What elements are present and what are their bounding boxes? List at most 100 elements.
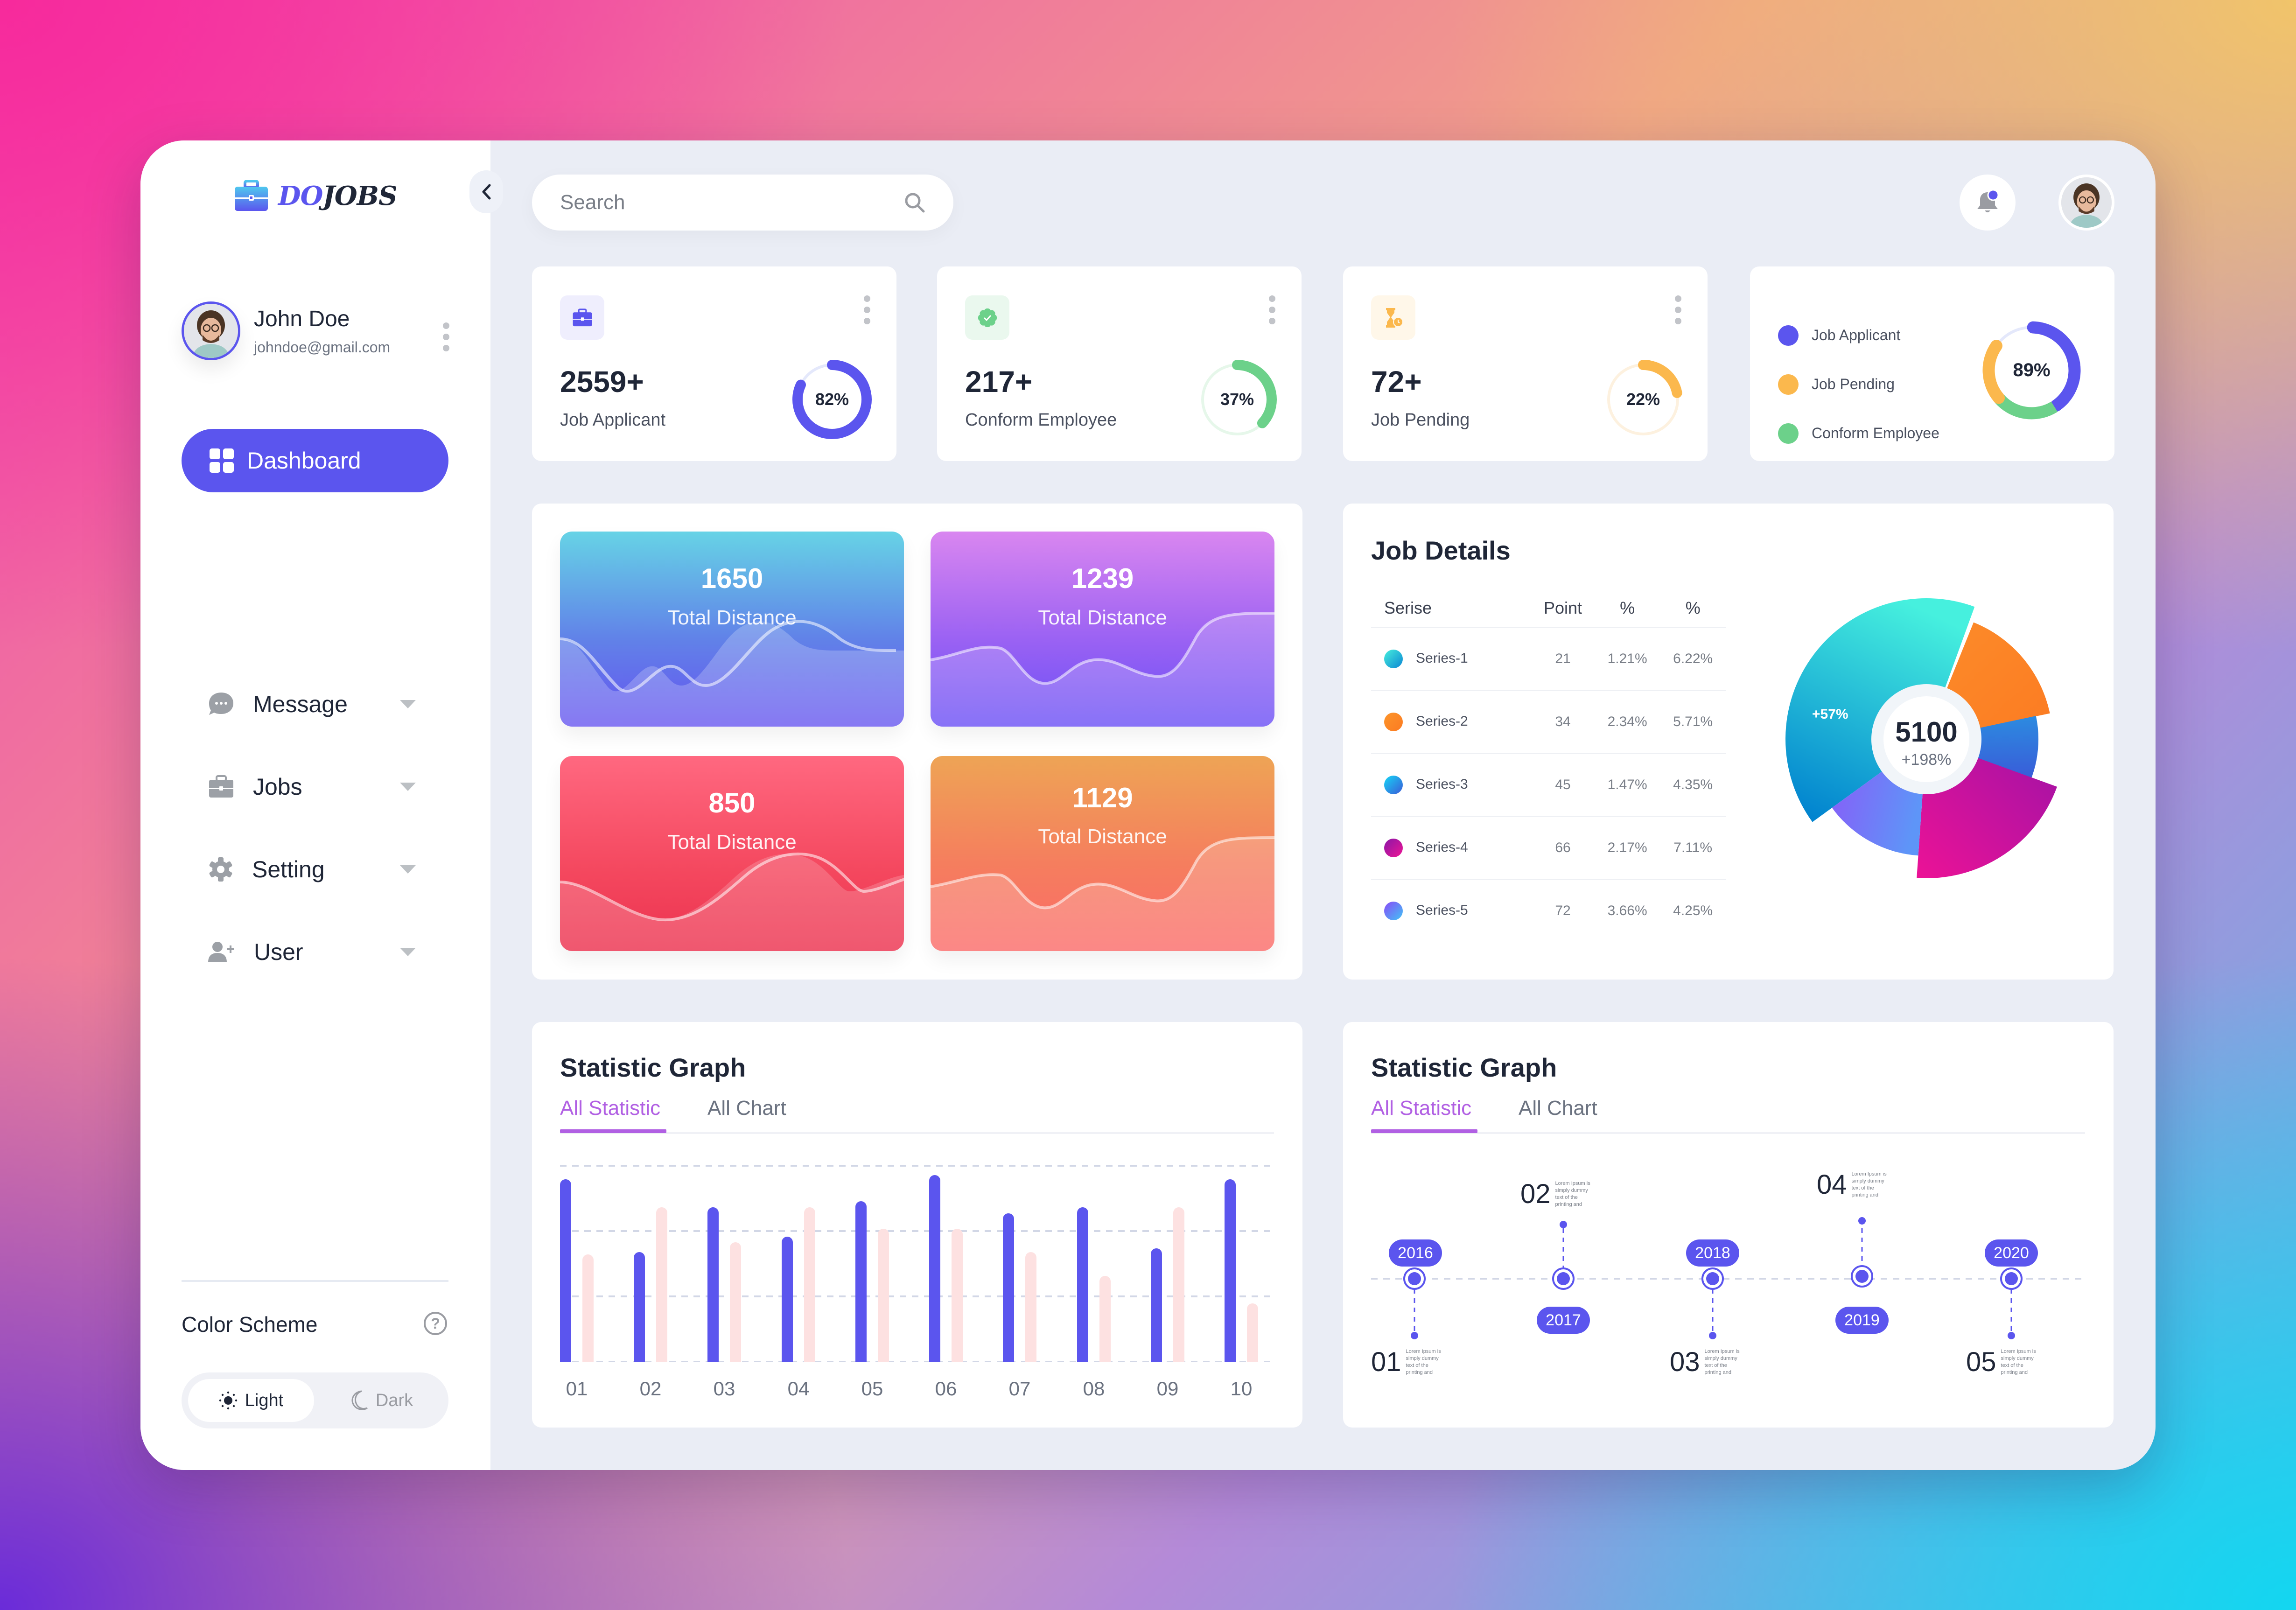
chevron-left-icon [482, 184, 491, 200]
sidebar-item-user[interactable]: User [208, 931, 432, 973]
profile-name: John Doe [254, 307, 350, 331]
table-row[interactable]: Series-2 34 2.34% 5.71% [1371, 690, 1726, 754]
stat-value: 2559+ [560, 365, 644, 399]
chevron-down-icon [400, 783, 416, 791]
year-badge[interactable]: 2016 [1389, 1239, 1442, 1267]
year-badge[interactable]: 2019 [1835, 1307, 1889, 1334]
profile-email: johndoe@gmail.com [254, 339, 391, 356]
distance-card[interactable]: 1129 Total Distance [931, 756, 1274, 951]
sun-icon [219, 1391, 237, 1410]
question-icon[interactable]: ? [424, 1312, 447, 1335]
column-header[interactable]: Serise [1371, 590, 1532, 628]
collapse-sidebar-button[interactable] [469, 170, 503, 213]
notifications-button[interactable] [1960, 175, 2016, 231]
search-icon[interactable] [904, 192, 925, 213]
progress-ring [1603, 360, 1683, 439]
chat-bubble-icon [209, 693, 233, 715]
user-avatar-button[interactable] [2058, 175, 2114, 231]
logo-text-jobs: JOBS [322, 181, 397, 211]
dark-mode-button[interactable]: Dark [322, 1379, 443, 1422]
profile-more-icon[interactable] [443, 322, 449, 351]
statistic-graph-timeline-panel: Statistic Graph All Statistic All Chart [1343, 1022, 2114, 1428]
distance-label: Total Distance [1038, 825, 1167, 848]
step-number: 02 [1520, 1179, 1551, 1209]
column-header[interactable]: % [1660, 590, 1726, 628]
job-details-donut-chart[interactable]: +57% 5100 +198% [1784, 597, 2069, 882]
timeline-step: 02 Lorem Ipsum is simply dummy text of t… [1520, 1178, 1593, 1210]
step-number: 04 [1817, 1169, 1847, 1200]
sidebar-item-jobs[interactable]: Jobs [208, 766, 432, 808]
year-badge[interactable]: 2018 [1686, 1239, 1739, 1267]
table-row[interactable]: Series-5 72 3.66% 4.25% [1371, 879, 1726, 942]
cell-percent: 1.47% [1594, 753, 1660, 817]
add-user-icon [208, 942, 234, 962]
chevron-down-icon [400, 865, 416, 874]
legend: Job Applicant Job Pending Conform Employ… [1778, 311, 1939, 458]
job-details-table: Serise Point % % Series-1 21 1.21% 6.22%… [1371, 590, 1726, 942]
divider [182, 1280, 448, 1282]
search-input[interactable] [560, 191, 904, 214]
grid-icon [210, 448, 234, 473]
distance-label: Total Distance [667, 606, 797, 629]
stat-label: Conform Employee [965, 410, 1117, 430]
sidebar-item-label: Message [253, 691, 348, 717]
legend-dot [1778, 423, 1799, 444]
year-badge[interactable]: 2020 [1985, 1239, 2038, 1267]
step-text: Lorem Ipsum is simply dummy text of the … [1406, 1348, 1441, 1375]
distance-card[interactable]: 850 Total Distance [560, 756, 904, 951]
chevron-down-icon [400, 948, 416, 956]
distance-card[interactable]: 1239 Total Distance [931, 532, 1274, 727]
user-profile[interactable]: John Doe johndoe@gmail.com [182, 301, 462, 367]
svg-text:04: 04 [788, 1378, 810, 1400]
sidebar-item-label: User [254, 939, 303, 965]
logo[interactable]: DOJOBS [234, 180, 397, 212]
sidebar-item-setting[interactable]: Setting [208, 848, 432, 890]
tab-all-statistic[interactable]: All Statistic [1371, 1097, 1472, 1120]
cell-percent: 7.11% [1660, 816, 1726, 880]
light-mode-button[interactable]: Light [188, 1379, 314, 1422]
sidebar-item-message[interactable]: Message [208, 683, 432, 725]
tab-all-chart[interactable]: All Chart [707, 1097, 786, 1120]
legend-item: Conform Employee [1778, 409, 1939, 458]
distance-label: Total Distance [667, 831, 797, 854]
series-dot [1384, 649, 1403, 668]
svg-text:01: 01 [566, 1378, 588, 1400]
legend-item: Job Pending [1778, 360, 1939, 409]
timeline-axis [1371, 1217, 2085, 1339]
active-tab-indicator [560, 1129, 666, 1133]
sidebar-item-dashboard[interactable]: Dashboard [182, 429, 448, 492]
tab-all-statistic[interactable]: All Statistic [560, 1097, 661, 1120]
year-badge[interactable]: 2017 [1537, 1307, 1590, 1334]
table-row[interactable]: Series-3 45 1.47% 4.35% [1371, 753, 1726, 817]
distance-value: 1650 [700, 563, 763, 594]
column-header[interactable]: Point [1531, 590, 1595, 628]
sidebar-item-label: Jobs [253, 774, 302, 800]
briefcase-icon [560, 295, 604, 340]
search-bar [532, 175, 953, 231]
legend-label: Conform Employee [1812, 425, 1939, 441]
card-more-icon[interactable] [864, 295, 870, 324]
step-number: 05 [1966, 1347, 1996, 1377]
svg-text:06: 06 [935, 1378, 957, 1400]
active-tab-indicator [1371, 1129, 1477, 1133]
tab-all-chart[interactable]: All Chart [1519, 1097, 1597, 1120]
verified-badge-icon [965, 295, 1009, 340]
svg-text:02: 02 [640, 1378, 662, 1400]
table-row[interactable]: Series-1 21 1.21% 6.22% [1371, 627, 1726, 691]
timeline-step: 05 Lorem Ipsum is simply dummy text of t… [1966, 1346, 2038, 1378]
sidebar-item-label: Dashboard [247, 448, 361, 474]
cell-percent: 4.35% [1660, 753, 1726, 817]
table-row[interactable]: Series-4 66 2.17% 7.11% [1371, 816, 1726, 880]
wave-chart [560, 620, 904, 727]
cell-percent: 4.25% [1673, 903, 1713, 919]
card-more-icon[interactable] [1269, 295, 1275, 324]
wave-chart [560, 852, 904, 951]
sidebar-item-label: Setting [252, 856, 325, 882]
stat-card-job-pending: 72+ Job Pending 22% [1343, 266, 1708, 461]
card-more-icon[interactable] [1675, 295, 1681, 324]
column-header[interactable]: % [1594, 590, 1660, 628]
panel-title: Statistic Graph [560, 1053, 746, 1082]
series-dot [1384, 902, 1403, 921]
cell-percent: 6.22% [1660, 627, 1726, 691]
distance-card[interactable]: 1650 Total Distance [560, 532, 904, 727]
